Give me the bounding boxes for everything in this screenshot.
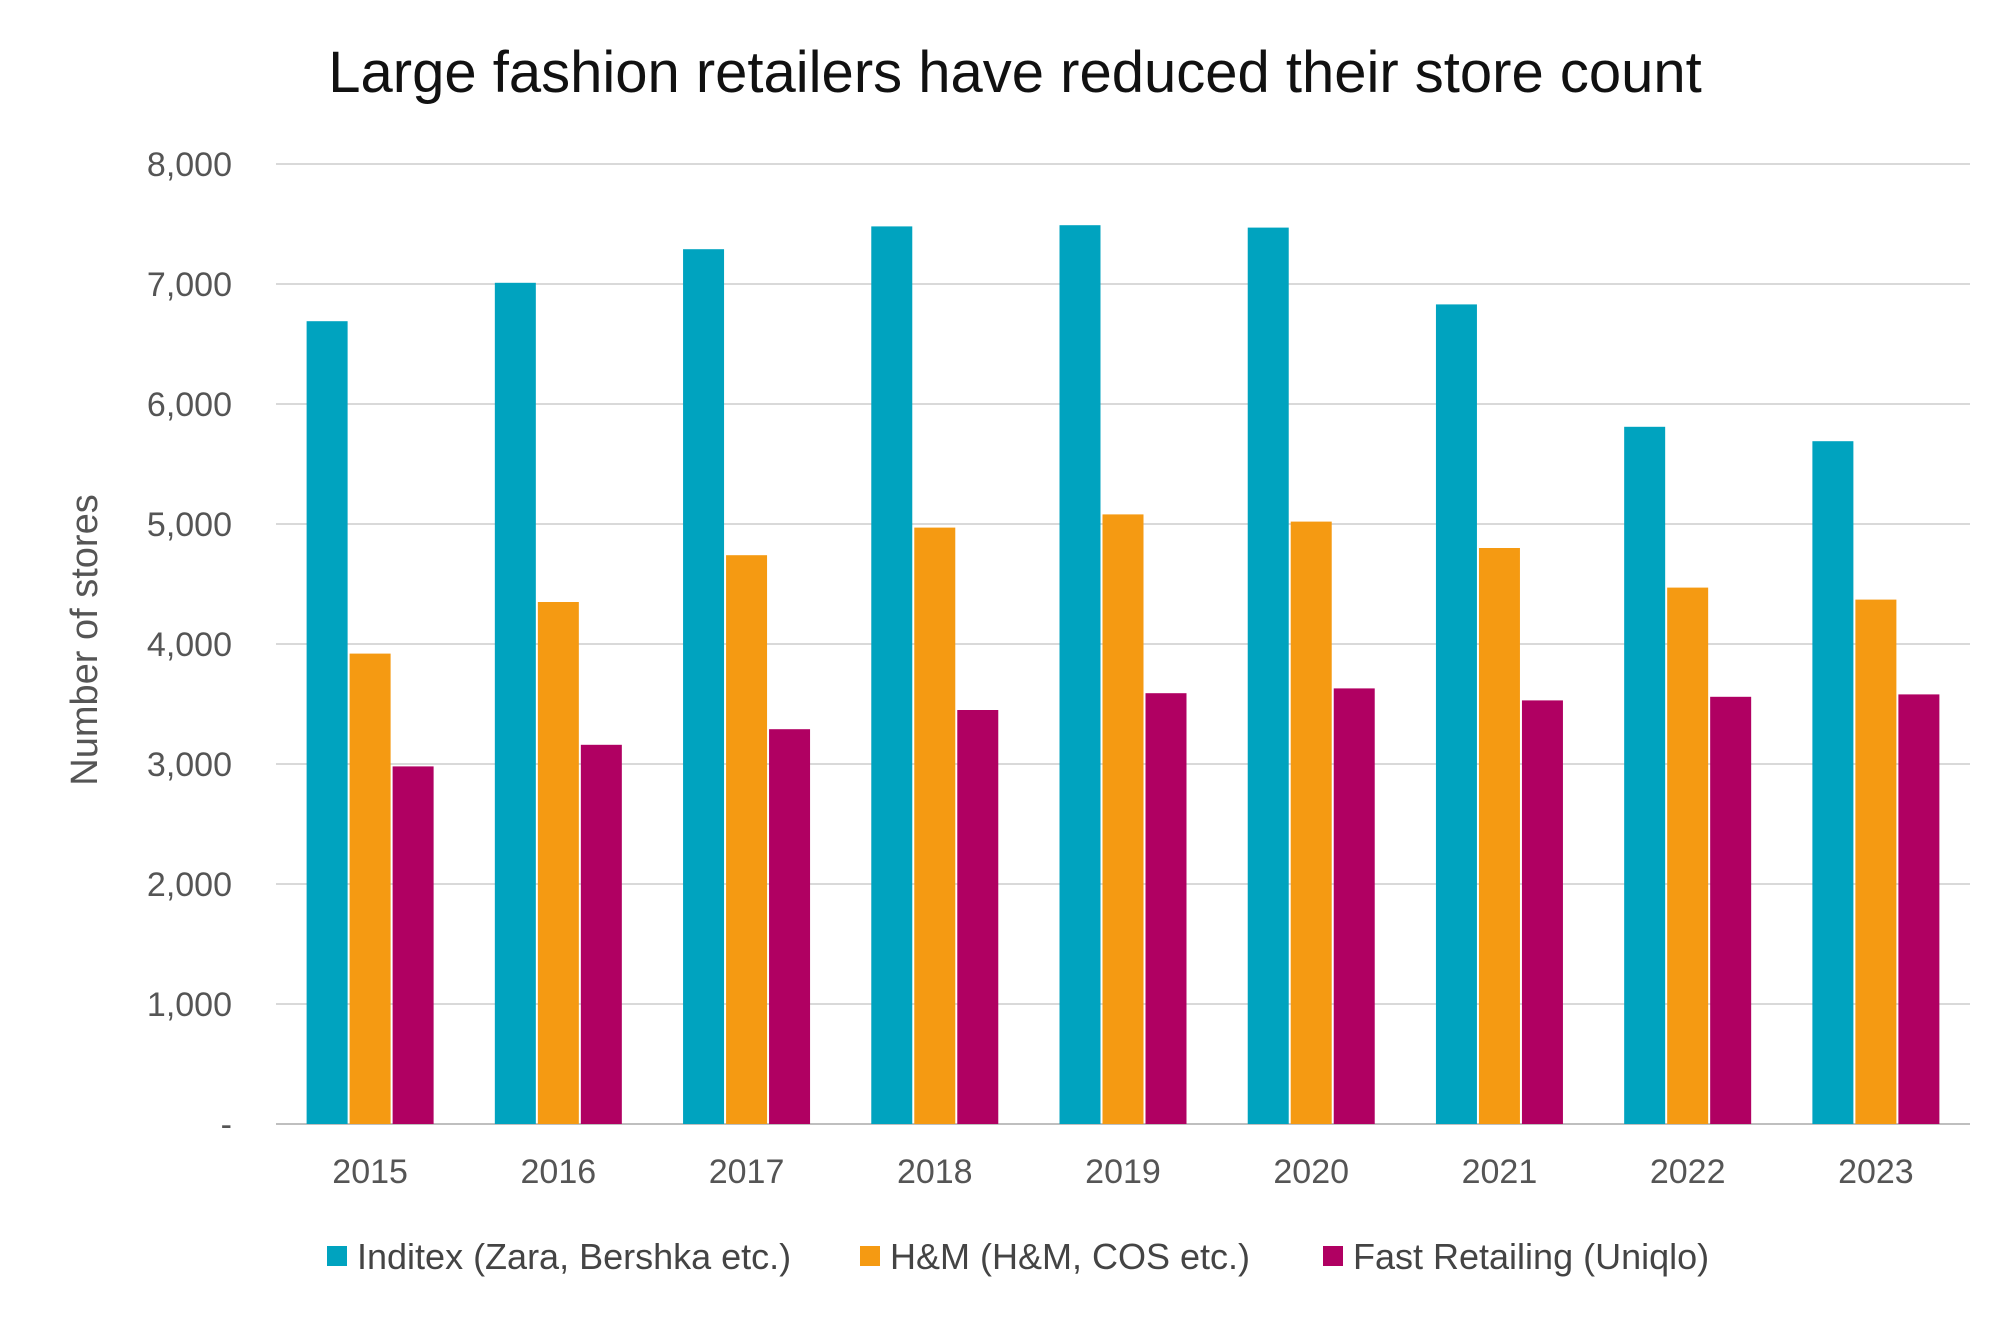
legend-label-inditex: Inditex (Zara, Bershka etc.) <box>357 1236 791 1277</box>
bar-2015-hm <box>349 653 391 1124</box>
legend: Inditex (Zara, Bershka etc.) H&M (H&M, CO… <box>327 1236 1709 1277</box>
x-tick-label: 2018 <box>897 1153 973 1191</box>
bar-2023-hm <box>1855 599 1897 1124</box>
bar-2019-hm <box>1102 514 1144 1124</box>
y-tick-label: 7,000 <box>147 266 232 304</box>
bar-2021-hm <box>1478 548 1520 1124</box>
y-tick-label: 3,000 <box>147 746 232 784</box>
bar-2022-inditex <box>1624 426 1666 1124</box>
bar-2020-inditex <box>1247 227 1289 1125</box>
x-tick-label: 2022 <box>1650 1153 1726 1191</box>
bar-2018-fast-retailing <box>957 710 999 1124</box>
y-tick-label: 8,000 <box>147 146 232 184</box>
bar-2019-inditex <box>1059 225 1101 1124</box>
bar-2021-fast-retailing <box>1521 700 1563 1124</box>
bar-2022-hm <box>1667 587 1709 1124</box>
bars <box>306 225 1940 1125</box>
legend-swatch-inditex <box>327 1246 347 1266</box>
y-tick-label: 1,000 <box>147 986 232 1024</box>
x-tick-label: 2015 <box>332 1153 408 1191</box>
bar-2017-fast-retailing <box>769 729 811 1124</box>
bar-2018-hm <box>914 527 956 1124</box>
x-tick-label: 2017 <box>709 1153 785 1191</box>
bar-2016-hm <box>537 602 579 1124</box>
x-axis-ticks: 2015 2016 2017 2018 2019 2020 2021 2022 2023 <box>332 1153 1913 1191</box>
bar-2021-inditex <box>1435 304 1477 1124</box>
bar-2017-hm <box>726 555 768 1124</box>
bar-2019-fast-retailing <box>1145 693 1187 1124</box>
bar-2023-fast-retailing <box>1898 694 1940 1124</box>
chart-title: Large fashion retailers have reduced the… <box>328 40 1701 105</box>
bar-2015-fast-retailing <box>392 766 434 1124</box>
bar-2023-inditex <box>1812 441 1854 1124</box>
y-axis-title: Number of stores <box>64 494 106 785</box>
y-tick-label: 5,000 <box>147 506 232 544</box>
y-tick-label: 4,000 <box>147 626 232 664</box>
x-tick-label: 2016 <box>521 1153 597 1191</box>
bar-2020-fast-retailing <box>1333 688 1375 1124</box>
y-axis-ticks: - 1,000 2,000 3,000 4,000 5,000 6,000 7,000 8,00… <box>147 146 232 1144</box>
bar-2020-hm <box>1290 521 1332 1124</box>
x-tick-label: 2020 <box>1273 1153 1349 1191</box>
bar-2016-inditex <box>494 282 536 1124</box>
bar-2015-inditex <box>306 321 348 1124</box>
y-tick-label: 2,000 <box>147 866 232 904</box>
x-tick-label: 2023 <box>1838 1153 1914 1191</box>
y-tick-label: 6,000 <box>147 386 232 424</box>
x-tick-label: 2019 <box>1085 1153 1161 1191</box>
legend-label-hm: H&M (H&M, COS etc.) <box>890 1236 1250 1277</box>
legend-swatch-hm <box>860 1246 880 1266</box>
y-tick-label: - <box>221 1106 232 1144</box>
bar-2017-inditex <box>683 249 725 1124</box>
bar-2018-inditex <box>871 226 913 1124</box>
x-tick-label: 2021 <box>1462 1153 1538 1191</box>
bar-2022-fast-retailing <box>1710 696 1752 1124</box>
bar-2016-fast-retailing <box>580 744 622 1124</box>
legend-label-fast-retailing: Fast Retailing (Uniqlo) <box>1353 1236 1709 1277</box>
legend-swatch-fast-retailing <box>1323 1246 1343 1266</box>
